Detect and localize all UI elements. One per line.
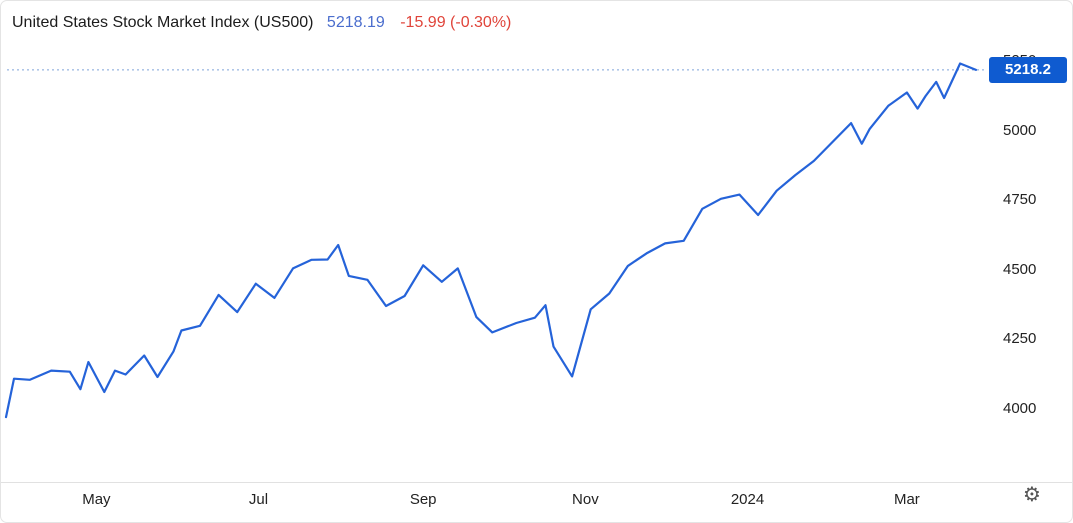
last-price: 5218.19 <box>326 14 385 31</box>
x-axis-tick-label: Sep <box>409 491 437 508</box>
x-axis-tick-label: May <box>82 491 111 508</box>
y-axis-tick-label: 4250 <box>1003 330 1037 348</box>
settings-gear-icon[interactable]: ⚙ <box>1023 484 1041 506</box>
y-axis-tick-label: 4000 <box>1003 400 1037 417</box>
chart-header: United States Stock Market Index (US500)… <box>12 14 511 32</box>
y-axis-tick-label: 4500 <box>1003 260 1037 278</box>
x-axis-tick-label: Nov <box>572 491 599 508</box>
chart-title: United States Stock Market Index (US500) <box>12 14 314 31</box>
y-axis-tick-label: 5000 <box>1003 121 1037 139</box>
price-line-series <box>4 62 978 419</box>
badge-label: 5218.2 <box>1005 61 1051 79</box>
x-axis-tick-label: Jul <box>248 491 269 508</box>
x-axis-line <box>1 482 1072 483</box>
y-axis-tick-label: 4750 <box>1003 191 1037 209</box>
price-change: -15.99 (-0.30%) <box>400 14 512 31</box>
last-price-badge: 5218.2 <box>989 56 1067 83</box>
x-axis-tick-label: 2024 <box>730 491 765 508</box>
x-axis-tick-label: Mar <box>893 491 920 508</box>
